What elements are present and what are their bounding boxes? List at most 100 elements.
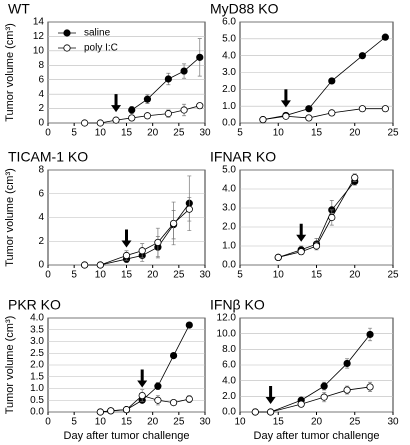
- x-tick-label: 0: [45, 270, 51, 281]
- y-tick-label: 0.0: [222, 260, 236, 271]
- arrow: [137, 369, 148, 388]
- x-tick-label: 20: [349, 270, 361, 281]
- x-tick-label: 5: [71, 270, 77, 281]
- y-tick-label: 3.0: [222, 203, 236, 214]
- y-tick-label: 0.0: [30, 407, 44, 418]
- data-point: [343, 386, 351, 394]
- y-tick-label: 1.0: [30, 383, 44, 394]
- y-tick-label: 0.0: [222, 118, 236, 129]
- data-point: [170, 398, 178, 407]
- data-point: [366, 330, 374, 339]
- panel: IFNAR KO 0.0 1.0 2.0 3.0 4.0 5.0 5 10 15 20 25: [210, 149, 399, 281]
- data-point: [170, 351, 178, 360]
- data-point: [180, 106, 188, 114]
- x-tick-label: 15: [121, 270, 133, 281]
- x-tick-label: 15: [273, 417, 285, 428]
- data-point: [128, 106, 136, 114]
- data-point: [154, 238, 162, 247]
- x-axis-label: Day after tumor challenge: [254, 430, 380, 442]
- panel: PKR KO 0.00.51.01.52.02.53.03.54.0 0 5 10 15 2…: [4, 297, 211, 442]
- y-tick-label: 4.0: [30, 313, 44, 324]
- x-tick-label: 0: [45, 417, 51, 428]
- data-point: [305, 114, 313, 122]
- x-tick-label: 25: [173, 128, 185, 139]
- y-tick-label: 1.0: [222, 101, 236, 112]
- x-tick-label: 30: [199, 270, 211, 281]
- y-tick-label: 8.0: [222, 344, 236, 355]
- data-point: [328, 109, 336, 117]
- x-tick-label: 10: [273, 270, 285, 281]
- series-line: [262, 108, 386, 121]
- panel-title: PKR KO: [8, 297, 61, 313]
- x-tick-label: 25: [387, 128, 399, 139]
- y-tick-label: 2.0: [222, 84, 236, 95]
- data-point: [122, 406, 131, 414]
- x-tick-label: 20: [349, 128, 361, 139]
- data-point: [297, 248, 305, 256]
- panel: MyD88 KO 0.0 1.0 2.0 3.0 4.0 5.0 6.0 5 10 15 20 25: [210, 1, 399, 139]
- x-tick-label: 10: [234, 417, 246, 428]
- y-tick-label: 10.0: [217, 328, 237, 339]
- data-point: [196, 53, 204, 61]
- data-point: [251, 408, 259, 416]
- legend-marker: [63, 29, 71, 37]
- y-tick-label: 3.0: [222, 67, 236, 78]
- x-tick-label: 15: [311, 128, 323, 139]
- x-tick-label: 25: [387, 270, 399, 281]
- y-tick-label: 2: [38, 103, 44, 114]
- y-tick-label: 14: [33, 17, 45, 28]
- x-tick-label: 15: [121, 417, 133, 428]
- x-tick-label: 5: [237, 270, 243, 281]
- data-point: [96, 261, 104, 269]
- data-point: [96, 408, 104, 416]
- panel-title: WT: [8, 1, 30, 17]
- y-tick-label: 1.0: [222, 241, 236, 252]
- data-point: [143, 95, 152, 103]
- plot-frame: [239, 169, 394, 266]
- legend-label: poly I:C: [84, 43, 118, 54]
- data-point: [164, 110, 172, 118]
- y-tick-label: 0: [38, 118, 44, 129]
- data-point: [282, 112, 290, 120]
- y-tick-label: 2.5: [30, 348, 44, 359]
- x-tick-label: 25: [173, 270, 185, 281]
- data-point: [180, 67, 188, 75]
- x-tick-label: 20: [311, 417, 323, 428]
- data-point: [196, 102, 204, 110]
- x-tick-label: 5: [71, 128, 77, 139]
- data-point: [107, 407, 115, 415]
- y-tick-label: 2.0: [30, 360, 44, 371]
- data-point: [185, 395, 193, 403]
- y-tick-label: 6: [38, 74, 44, 85]
- y-tick-label: 4: [38, 212, 44, 223]
- x-tick-label: 25: [349, 417, 361, 428]
- y-tick-label: 4: [38, 89, 44, 100]
- y-tick-label: 3.0: [30, 336, 44, 347]
- panel-title: IFNβ KO: [210, 297, 265, 313]
- data-point: [343, 359, 351, 368]
- y-tick-label: 3.5: [30, 324, 44, 335]
- y-tick-label: 2.0: [222, 222, 236, 233]
- y-tick-label: 5.0: [222, 33, 236, 44]
- x-tick-label: 30: [199, 128, 211, 139]
- data-point: [259, 116, 267, 124]
- arrow: [280, 89, 291, 108]
- x-tick-label: 15: [311, 270, 323, 281]
- y-axis-label: Tumor volume (cm³): [4, 23, 16, 122]
- data-point: [381, 33, 389, 41]
- y-tick-label: 0.0: [222, 407, 236, 418]
- y-tick-label: 4.0: [222, 184, 236, 195]
- panel: TICAM-1 KO 0 2 4 6 8 0 5 10 15 20 25 30 Tumor volume …: [4, 149, 211, 281]
- y-tick-label: 4.0: [222, 50, 236, 61]
- x-tick-label: 10: [273, 128, 285, 139]
- panel: WT 0 2 4 6 8 10 12 14 0 5 10 15 20 25 30 Tumor volume (c…: [4, 1, 211, 139]
- y-tick-label: 5.0: [222, 165, 236, 176]
- data-point: [81, 119, 89, 127]
- x-tick-label: 10: [95, 417, 107, 428]
- data-point: [328, 213, 336, 222]
- y-tick-label: 6: [38, 188, 44, 199]
- y-tick-label: 2: [38, 236, 44, 247]
- x-tick-label: 0: [45, 128, 51, 139]
- data-point: [122, 251, 131, 260]
